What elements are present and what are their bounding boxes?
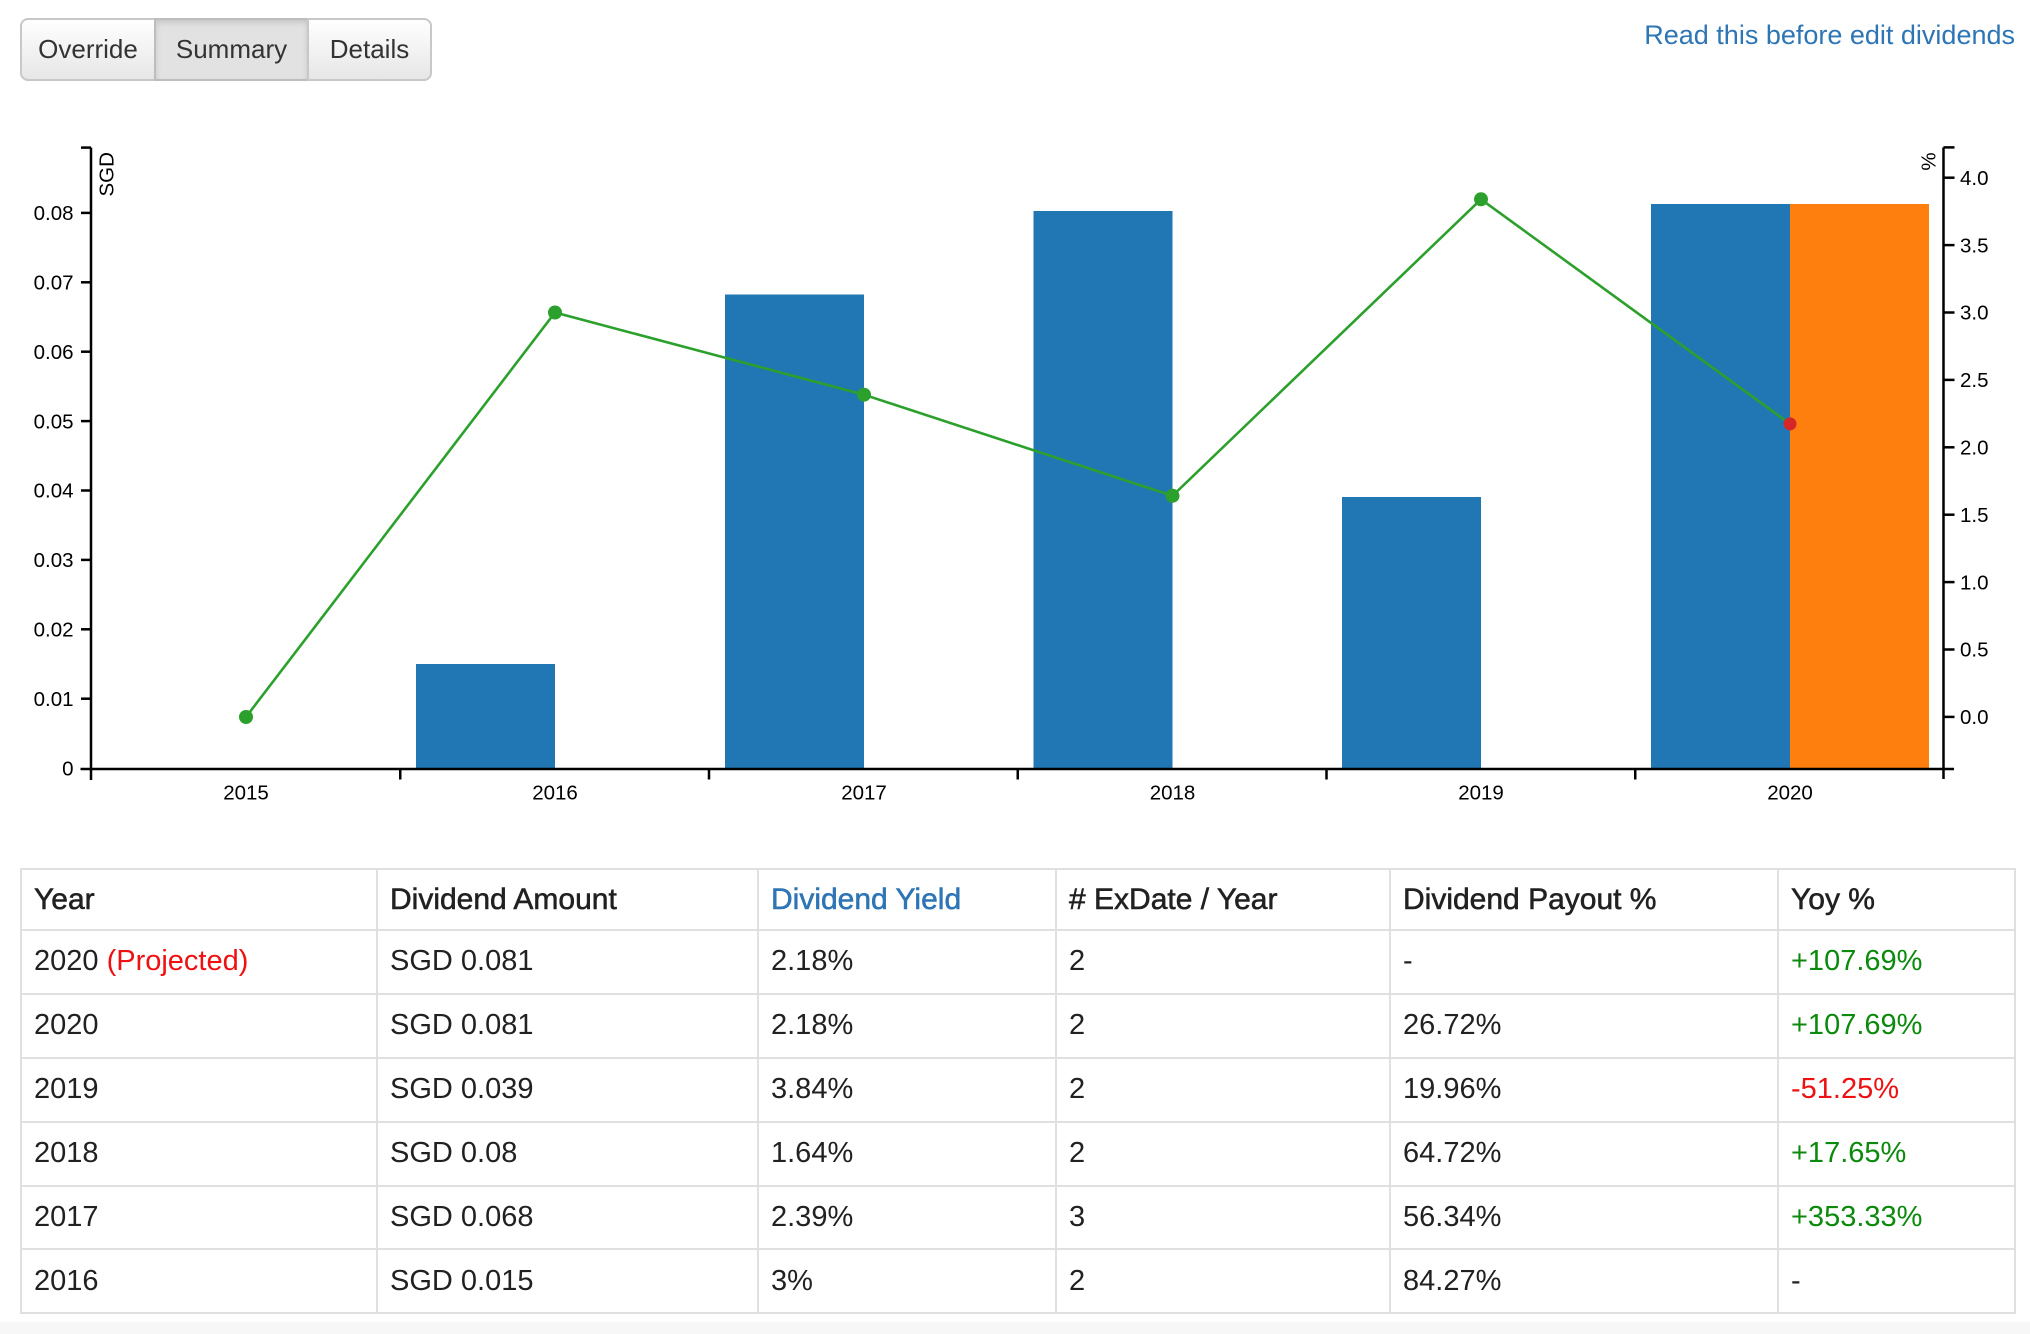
svg-text:2018: 2018: [1150, 782, 1196, 805]
svg-text:0.06: 0.06: [34, 341, 74, 364]
svg-text:3.5: 3.5: [1960, 234, 1989, 257]
svg-text:0.03: 0.03: [34, 549, 74, 572]
svg-text:2.0: 2.0: [1960, 437, 1989, 460]
svg-text:0.01: 0.01: [34, 688, 74, 711]
svg-text:0.04: 0.04: [34, 480, 74, 503]
svg-text:0.07: 0.07: [34, 272, 74, 295]
svg-text:2016: 2016: [532, 782, 578, 805]
svg-text:0.05: 0.05: [34, 410, 74, 433]
svg-text:2017: 2017: [841, 782, 887, 805]
svg-text:2020: 2020: [1767, 782, 1813, 805]
svg-text:2015: 2015: [223, 782, 269, 805]
svg-text:0.08: 0.08: [34, 202, 74, 225]
svg-text:2019: 2019: [1458, 782, 1504, 805]
svg-text:1.5: 1.5: [1960, 504, 1989, 527]
svg-text:1.0: 1.0: [1960, 571, 1989, 594]
svg-text:SGD: SGD: [96, 152, 119, 196]
svg-text:0.5: 0.5: [1960, 639, 1989, 662]
svg-text:0.0: 0.0: [1960, 706, 1989, 729]
svg-text:%: %: [1917, 152, 1940, 170]
svg-text:2.5: 2.5: [1960, 369, 1989, 392]
svg-text:0: 0: [62, 757, 73, 780]
svg-text:0.02: 0.02: [34, 619, 74, 642]
svg-text:3.0: 3.0: [1960, 302, 1989, 325]
svg-text:4.0: 4.0: [1960, 167, 1989, 190]
